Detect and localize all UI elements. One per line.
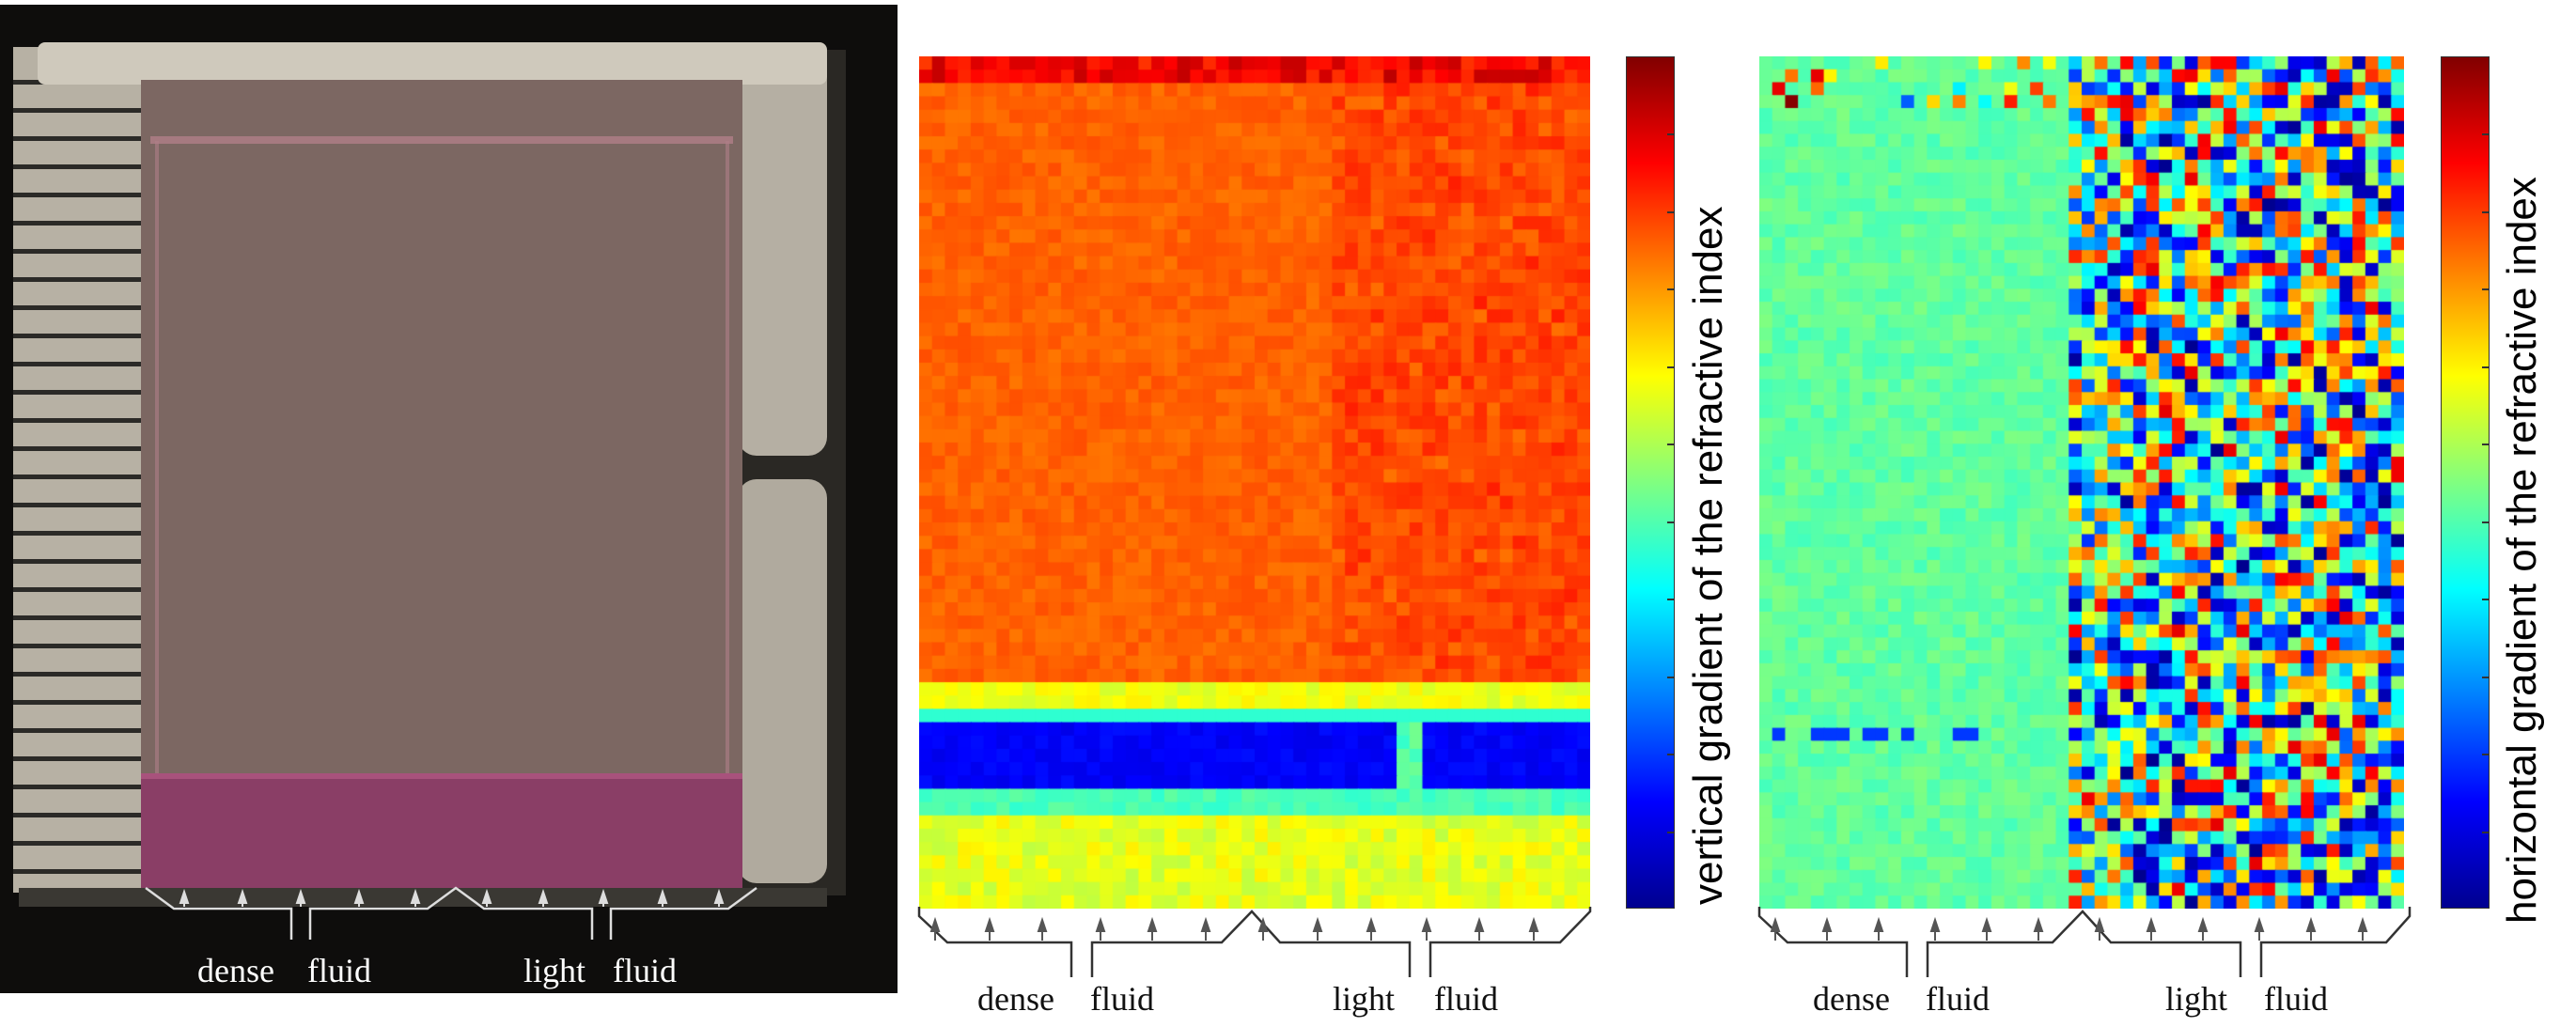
ruler-marks: [13, 80, 145, 874]
label-fluid-1: fluid: [307, 952, 371, 989]
horizontal-gradient-heatmap: [1759, 56, 2404, 909]
label-fluid-2: fluid: [2264, 980, 2328, 1018]
vertical-inlet-annotation: dense fluid light fluid: [917, 907, 1592, 1018]
tank-photo-drawing: [13, 42, 846, 907]
vertical-gradient-heatmap: [919, 56, 1590, 909]
tank-photo: dense fluid light fluid: [0, 5, 898, 993]
label-fluid-2: fluid: [1434, 980, 1498, 1018]
horizontal-colorbar-label: horizontal gradient of the refractive in…: [2499, 177, 2545, 924]
inlet-annotation: dense fluid light fluid: [145, 886, 757, 989]
vertical-colorbar-label: vertical gradient of the refractive inde…: [1685, 206, 1731, 906]
label-dense: dense: [1813, 980, 1890, 1018]
label-light: light: [2165, 980, 2227, 1018]
horizontal-colorbar-ticks: [2482, 56, 2490, 909]
horizontal-inlet-annotation: dense fluid light fluid: [1757, 907, 2412, 1018]
label-fluid-1: fluid: [1926, 980, 1990, 1018]
vertical-colorbar-ticks: [1667, 56, 1675, 909]
vertical-colorbar: [1626, 56, 1675, 909]
horizontal-colorbar: [2441, 56, 2490, 909]
label-light: light: [1333, 980, 1395, 1018]
label-light: light: [523, 952, 585, 989]
label-fluid-1: fluid: [1090, 980, 1154, 1018]
label-dense: dense: [197, 952, 274, 989]
label-fluid-2: fluid: [613, 952, 677, 989]
label-dense: dense: [977, 980, 1054, 1018]
